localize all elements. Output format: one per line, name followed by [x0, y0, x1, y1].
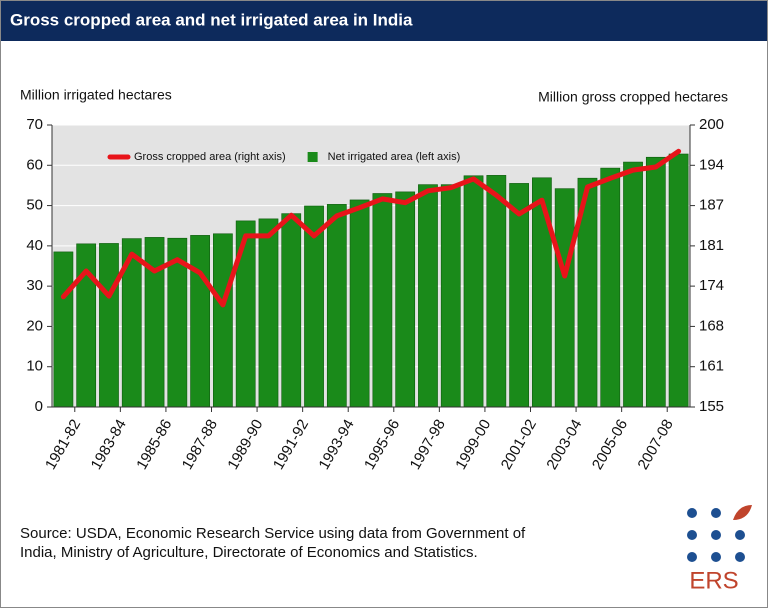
y2-tick-label: 161 [699, 358, 724, 375]
legend-label: Net irrigated area (left axis) [328, 151, 461, 163]
header-band [1, 1, 767, 41]
bar [190, 235, 210, 408]
bar [623, 161, 643, 408]
y2-tick-label: 181 [699, 237, 724, 254]
y2-tick-label: 155 [699, 398, 724, 415]
bar [418, 184, 438, 408]
bar [600, 167, 621, 408]
bar [213, 233, 233, 408]
bar [258, 218, 279, 408]
legend-label: Gross cropped area (right axis) [134, 151, 286, 163]
y2-tick-label: 168 [699, 317, 724, 334]
bar [76, 243, 97, 408]
bar [486, 175, 507, 408]
bar [99, 243, 119, 408]
bar [554, 188, 575, 408]
bar [281, 213, 302, 408]
y2-axis-title: Million gross cropped hectares [538, 89, 728, 105]
source-line: India, Ministry of Agriculture, Director… [20, 544, 478, 561]
y-tick-label: 10 [26, 358, 43, 375]
bar [372, 193, 393, 408]
source-line: Source: USDA, Economic Research Service … [20, 525, 526, 542]
bar [645, 156, 666, 408]
bar [395, 191, 416, 408]
y-axis-title: Million irrigated hectares [20, 87, 172, 103]
y-tick-label: 20 [26, 317, 43, 334]
bar [349, 199, 370, 408]
bar [53, 251, 74, 408]
y2-tick-label: 187 [699, 197, 724, 214]
y-tick-label: 70 [26, 116, 43, 133]
y-tick-label: 60 [26, 156, 43, 173]
legend-swatch [307, 152, 318, 162]
y-tick-label: 40 [26, 237, 43, 254]
y2-tick-label: 174 [699, 277, 724, 294]
y-tick-label: 30 [26, 277, 43, 294]
bar [668, 153, 689, 408]
line [60, 148, 682, 308]
bar [144, 237, 165, 408]
y2-tick-label: 194 [699, 156, 724, 173]
chart-title: Gross cropped area and net irrigated are… [10, 10, 413, 29]
logo-text: ERS [689, 567, 738, 594]
y-tick-label: 0 [35, 398, 43, 415]
bar [326, 204, 347, 408]
y2-tick-label: 200 [699, 116, 724, 133]
bar [509, 183, 529, 408]
bar [532, 177, 552, 408]
y-tick-label: 50 [26, 197, 43, 214]
bar [463, 175, 484, 408]
logo-dots [687, 505, 752, 562]
bar [440, 184, 461, 408]
